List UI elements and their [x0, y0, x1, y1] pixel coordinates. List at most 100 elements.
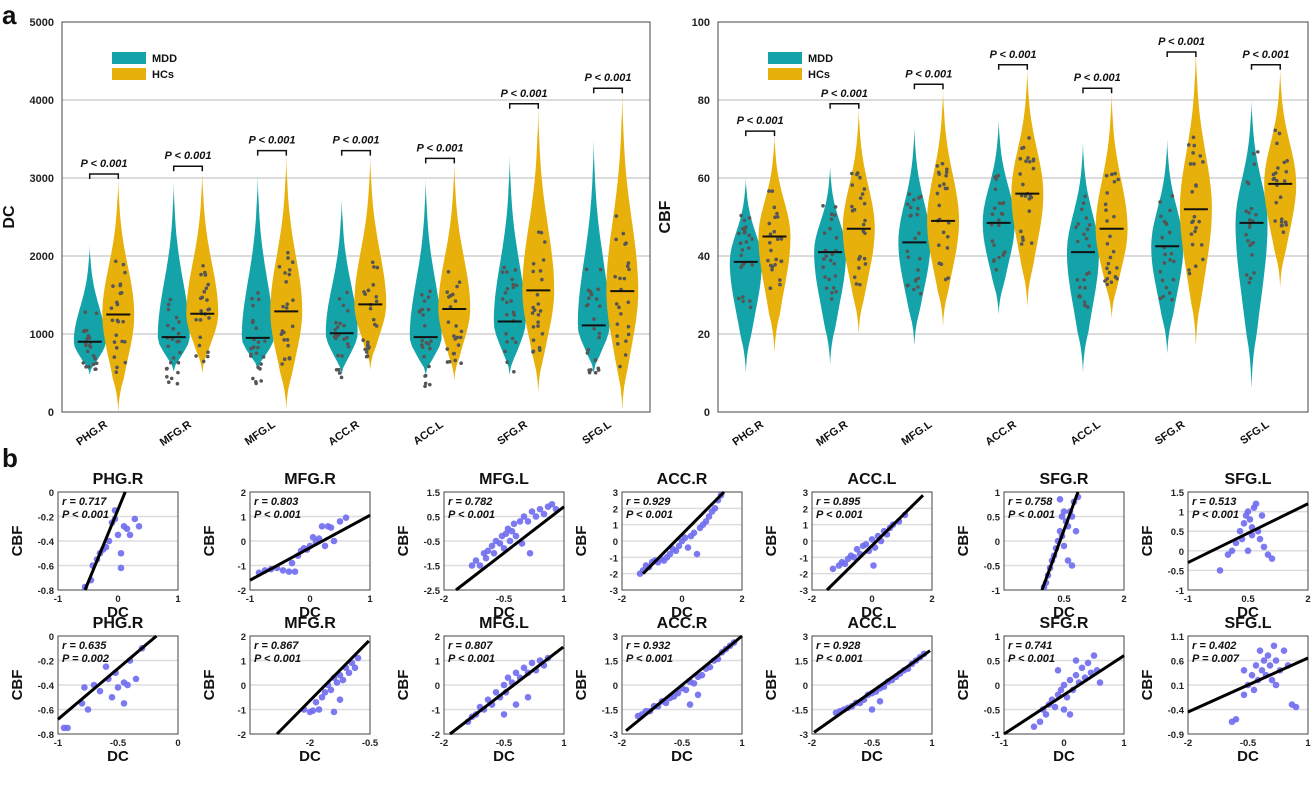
scatter-point — [318, 523, 326, 530]
scatter-point — [1060, 681, 1068, 689]
p-value-label: P < 0.001 — [1158, 36, 1205, 48]
x-tick-label: MFG.R — [158, 419, 194, 449]
data-dot — [768, 241, 772, 245]
data-dot — [992, 258, 997, 262]
data-dot — [513, 340, 518, 345]
p-value-label: P < 0.001 — [254, 653, 301, 665]
data-dot — [1115, 266, 1119, 270]
data-dot — [916, 268, 920, 272]
data-dot — [1105, 241, 1110, 246]
y-tick-label: 0 — [995, 537, 1000, 548]
data-dot — [830, 291, 834, 295]
y-tick-label: -0.6 — [38, 706, 54, 717]
data-dot — [1021, 238, 1025, 242]
y-tick-label: 0 — [613, 537, 618, 548]
plot-frame — [1187, 491, 1309, 591]
data-dot — [453, 299, 458, 303]
y-axis-label: CBF — [955, 526, 972, 557]
scatter-point — [1232, 716, 1240, 723]
scatter-point — [327, 686, 335, 694]
y-tick-label: 0.5 — [427, 513, 441, 524]
data-dot — [121, 262, 126, 267]
data-dot — [737, 296, 741, 301]
data-dot — [371, 283, 376, 287]
scatter-point — [682, 686, 690, 694]
r-value-label: r = 0.929 — [626, 496, 671, 508]
data-dot — [1252, 271, 1256, 275]
p-value-label: P < 0.001 — [62, 509, 109, 521]
data-dot — [94, 367, 98, 371]
x-tick-label: -2 — [618, 594, 626, 605]
data-dot — [937, 172, 942, 176]
scatter-point — [345, 669, 353, 677]
data-dot — [282, 330, 286, 335]
violin-hcs-phg-r — [758, 135, 791, 354]
data-dot — [456, 343, 461, 347]
data-dot — [614, 302, 619, 306]
y-tick-label: 0.5 — [987, 657, 1001, 668]
data-dot — [618, 276, 622, 281]
data-dot — [1201, 160, 1205, 164]
data-dot — [852, 207, 857, 212]
data-dot — [169, 376, 174, 381]
data-dot — [333, 327, 338, 332]
data-dot — [509, 299, 513, 303]
data-dot — [119, 290, 124, 295]
data-dot — [767, 221, 772, 226]
data-dot — [504, 332, 508, 336]
data-dot — [834, 236, 839, 240]
r-value-label: r = 0.867 — [254, 640, 299, 652]
data-dot — [1082, 300, 1087, 304]
scatter-point — [1248, 671, 1256, 679]
data-dot — [171, 356, 176, 360]
y-tick-label: 3 — [803, 632, 808, 643]
scatter-point — [1240, 691, 1248, 699]
data-dot — [539, 230, 544, 235]
data-dot — [448, 305, 453, 309]
scatter-point — [476, 562, 484, 569]
data-dot — [1199, 243, 1204, 247]
scatter-point — [829, 565, 837, 573]
x-tick-label: -0.5 — [362, 738, 379, 749]
data-dot — [912, 287, 916, 292]
data-dot — [741, 262, 745, 267]
y-tick-label: -0.2 — [38, 513, 54, 524]
y-tick-label: 0.1 — [1171, 681, 1185, 692]
data-dot — [916, 206, 920, 211]
data-dot — [541, 258, 546, 262]
data-dot — [624, 339, 628, 343]
y-axis-label: CBF — [763, 670, 780, 701]
data-dot — [81, 361, 86, 365]
scatter-point — [1250, 686, 1258, 694]
data-dot — [1107, 270, 1112, 275]
p-value-label: P < 0.001 — [737, 115, 784, 127]
data-dot — [1083, 303, 1087, 308]
data-dot — [1198, 154, 1203, 158]
data-dot — [427, 364, 431, 369]
data-dot — [1246, 181, 1251, 186]
x-tick-label: SFG.L — [580, 418, 614, 447]
fit-line — [275, 639, 370, 736]
scatter-point — [862, 540, 870, 548]
subplot-title: PHG.R — [93, 615, 144, 632]
scatter-point — [666, 550, 674, 558]
subplot-title: ACC.L — [848, 471, 897, 488]
data-dot — [592, 317, 596, 321]
data-dot — [342, 323, 346, 328]
violin-mdd-phg-r — [729, 178, 762, 373]
x-tick-label: 0 — [679, 594, 684, 605]
data-dot — [502, 265, 506, 270]
y-tick-label: -3 — [800, 730, 808, 741]
y-tick-label: 1.5 — [427, 488, 441, 499]
y-tick-label: 0 — [241, 681, 246, 692]
data-dot — [747, 216, 752, 220]
y-tick-label: 4000 — [30, 95, 54, 107]
data-dot — [366, 288, 371, 293]
data-dot — [996, 173, 1001, 178]
scatter-point — [342, 514, 350, 522]
data-dot — [863, 231, 867, 236]
y-axis-label: CBF — [1139, 670, 1156, 701]
scatter-point — [520, 664, 528, 672]
data-dot — [446, 270, 451, 274]
